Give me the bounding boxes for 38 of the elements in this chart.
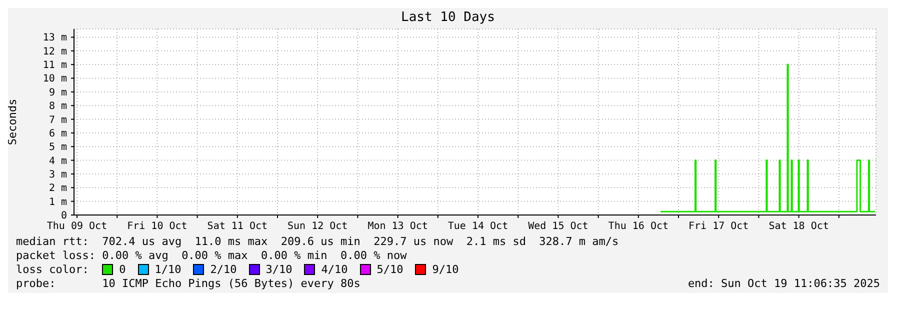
legend-label: 0 (118, 263, 126, 276)
legend-label: 5/10 (376, 263, 404, 276)
y-tick-label: 0 (60, 210, 67, 222)
x-tick-label: Tue 14 Oct (448, 221, 508, 232)
x-tick-label: Sat 18 Oct (768, 221, 829, 232)
x-tick-label: Mon 13 Oct (368, 221, 428, 232)
chart-title: Last 10 Days (400, 9, 496, 25)
x-tick-label: Sun 12 Oct (288, 221, 348, 232)
y-tick-label: 2 m (48, 183, 67, 194)
legend-title: loss color: (16, 263, 90, 276)
legend-label: 2/10 (209, 263, 237, 276)
legend-label: 9/10 (431, 263, 459, 276)
text: packet loss: 0.00 % avg 0.00 % max 0.00 % min 0.00 % now (16, 249, 408, 263)
y-tick-label: 7 m (48, 114, 67, 126)
x-tick-label: Fri 10 Oct (127, 221, 188, 232)
text: probe: 10 ICMP Echo Pings (56 Bytes) every 80s (16, 277, 360, 291)
y-tick-label: 1 m (48, 196, 67, 208)
x-tick-label: Thu 16 Oct (608, 221, 669, 232)
x-tick-label: Fri 17 Oct (688, 221, 749, 232)
y-tick-label: 12 m (42, 46, 67, 58)
y-tick-label: 13 m (42, 32, 67, 44)
y-tick-label: 5 m (48, 142, 67, 154)
legend-label: 4/10 (320, 263, 348, 276)
text: median rtt: 702.4 us avg 11.0 ms max 209.6 us min 229.7 us now 2.1 ms sd 328.7 m am/s (16, 235, 620, 249)
y-tick-label: 6 m (48, 128, 67, 140)
y-tick-label: 11 m (42, 60, 67, 72)
y-tick-label: 10 m (42, 74, 67, 85)
text: end: Sun Oct 19 11:06:35 2025 (688, 277, 880, 291)
legend-label: 1/10 (154, 263, 182, 276)
x-tick-label: Wed 15 Oct (528, 221, 588, 232)
x-tick-label: Thu 09 Oct (46, 221, 108, 232)
y-tick-label: 8 m (48, 101, 67, 112)
y-tick-label: 3 m (48, 169, 67, 180)
y-tick-label: 9 m (48, 87, 67, 98)
y-tick-label: 4 m (48, 156, 67, 167)
legend-label: 3/10 (264, 263, 292, 276)
y-axis-title: Seconds (6, 98, 19, 146)
x-tick-label: Sat 11 Oct (207, 221, 268, 232)
